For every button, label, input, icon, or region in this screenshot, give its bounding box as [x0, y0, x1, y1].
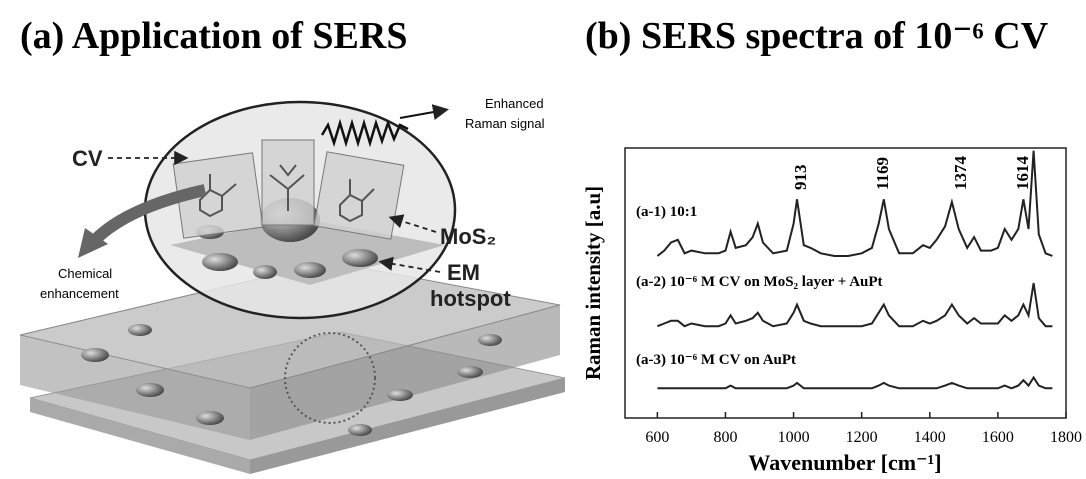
em-label: hotspot	[430, 286, 511, 311]
peak-label: 1614	[1013, 156, 1032, 191]
series-label: (a-3) 10⁻⁶ M CV on AuPt	[636, 352, 796, 368]
x-tick-label: 800	[713, 429, 737, 446]
x-tick-label: 600	[645, 429, 669, 446]
series-label: (a-1) 10:1	[636, 204, 697, 220]
x-tick-label: 1400	[914, 429, 946, 446]
page: {"panel_a": {"title": "(a) Application o…	[0, 0, 1086, 479]
spectrum-line	[657, 378, 1052, 389]
x-axis-label: Wavenumber [cm⁻¹]	[748, 450, 941, 475]
peak-label: 1169	[873, 157, 892, 190]
chemical-label: Chemical	[58, 266, 112, 281]
peak-label: 913	[791, 165, 810, 191]
chemical-label: enhancement	[40, 286, 119, 301]
wave-arrow	[400, 110, 445, 118]
diagram: (a) Application of SERS CV Enhanced Rama…	[20, 15, 565, 474]
x-tick-label: 1200	[846, 429, 878, 446]
panel-a-title: (a) Application of SERS	[20, 15, 407, 57]
chart-title: (b) SERS spectra of 10⁻⁶ CV	[585, 15, 1049, 57]
peak-label: 1374	[951, 156, 970, 191]
x-tick-label: 1600	[982, 429, 1014, 446]
spectrum-line	[657, 151, 1052, 256]
cv-label: CV	[72, 146, 103, 171]
signal-label: Enhanced	[485, 96, 544, 111]
em-label: EM	[447, 260, 480, 285]
figure: (a) Application of SERS CV Enhanced Rama…	[0, 0, 1086, 479]
x-tick-label: 1000	[778, 429, 810, 446]
y-axis-label: Raman intensity [a.u]	[581, 186, 605, 380]
chart: (b) SERS spectra of 10⁻⁶ CV Wavenumber […	[581, 15, 1082, 475]
signal-label: Raman signal	[465, 116, 545, 131]
x-tick-label: 1800	[1050, 429, 1082, 446]
series-label: (a-2) 10⁻⁶ M CV on MoS₂ layer + AuPt	[636, 274, 883, 290]
mos2-label: MoS₂	[440, 224, 496, 249]
